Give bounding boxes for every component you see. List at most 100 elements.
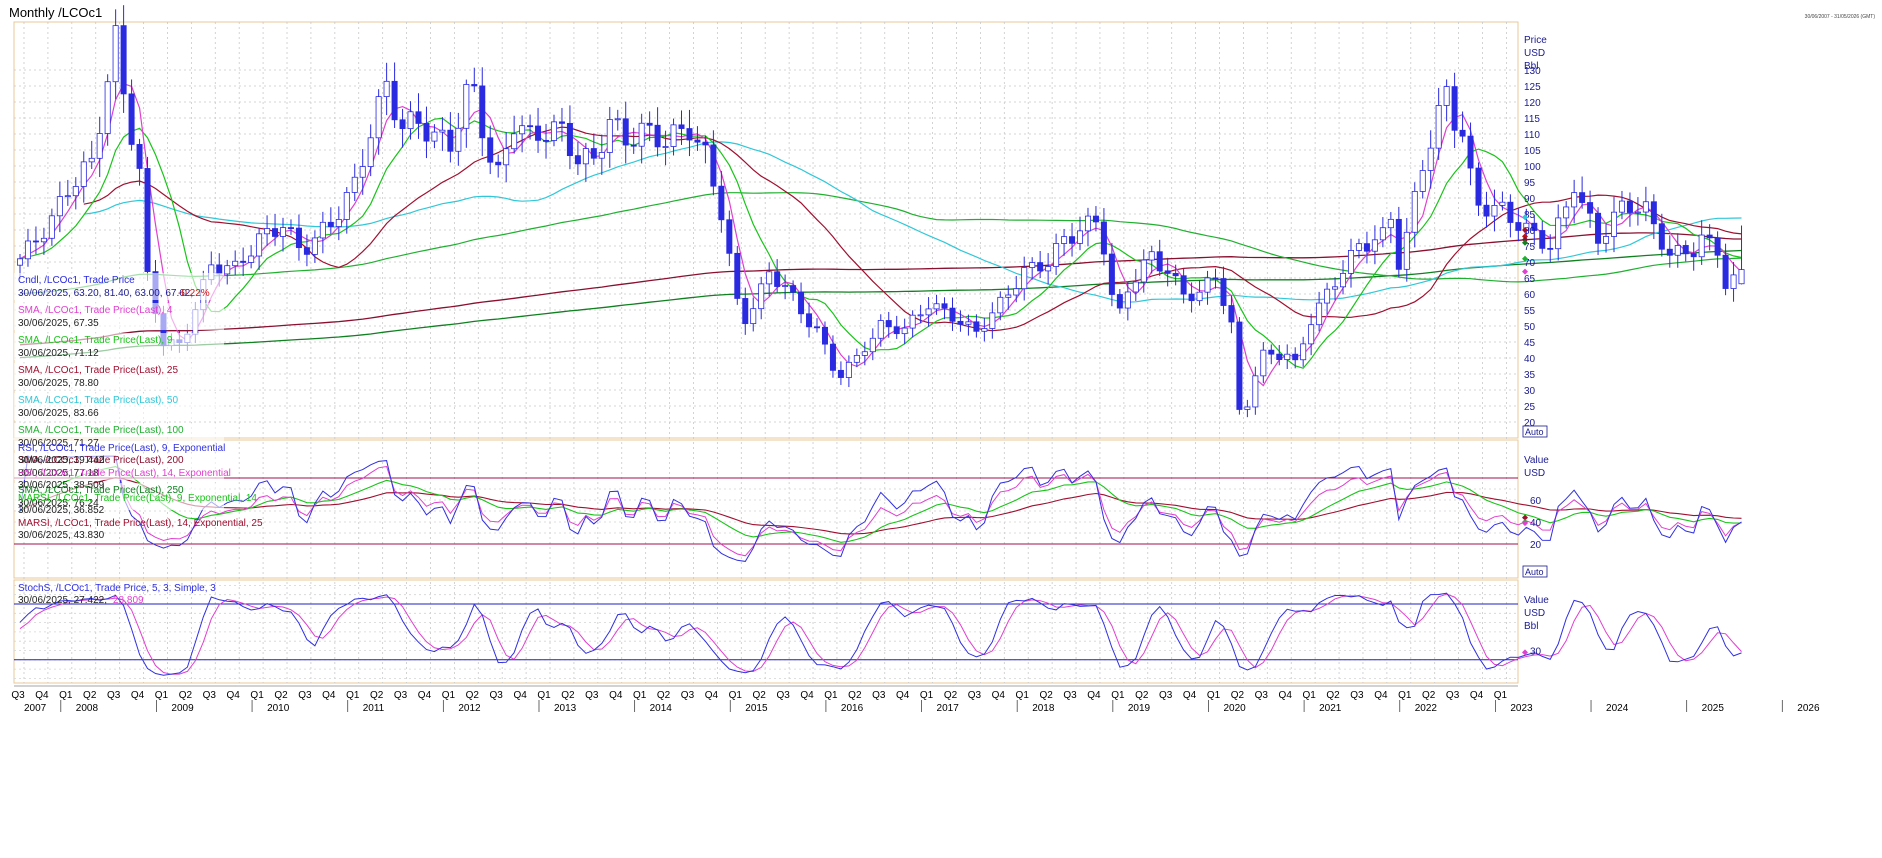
candle [415,111,422,124]
quarter-tick-label: Q3 [203,690,217,701]
quarter-tick-label: Q2 [1326,690,1340,701]
candle [16,258,23,266]
quarter-tick-label: Q4 [227,690,241,701]
price-tick-label: 60 [1524,290,1536,301]
candle [574,155,581,165]
candle [1260,349,1267,377]
candle [1571,192,1578,208]
marsi-9-line [19,466,1742,543]
quarter-tick-label: Q2 [561,690,575,701]
year-tick-label: 2023 [1510,703,1533,714]
quarter-tick-label: Q3 [968,690,982,701]
legend-series-name: SMA, /LCOc1, Trade Price(Last), 4 [18,305,173,316]
candle [821,326,828,345]
quarter-tick-label: Q2 [753,690,767,701]
legend-series-name: MARSI, /LCOc1, Trade Price(Last), 14, Ex… [18,518,263,529]
candle [1682,245,1689,255]
candle [88,157,95,163]
quarter-tick-label: Q2 [1039,690,1053,701]
candle [909,314,916,329]
year-tick-label: 2024 [1606,703,1629,714]
year-tick-label: 2007 [24,703,47,714]
stoch-tick-label: 30 [1530,647,1542,658]
candle [1379,227,1386,241]
candle [1411,191,1418,233]
year-tick-label: 2018 [1032,703,1055,714]
candle [56,196,63,217]
price-tick-label: 30 [1524,386,1536,397]
price-tick-label: 130 [1524,66,1541,77]
legend-backdrop [14,393,224,420]
candle [1124,291,1131,309]
candle [1292,353,1299,361]
candle [1045,266,1052,272]
quarter-tick-label: Q3 [585,690,599,701]
candle [431,131,438,142]
axes: PriceUSDBbl13012512011511010510095908580… [11,35,1820,714]
candle [1491,205,1498,217]
candle [1403,231,1410,270]
rsi-14-line [19,455,1742,557]
legend-series-value: 30/06/2025, 83.66 [18,408,99,419]
candle [925,308,932,316]
year-tick-label: 2022 [1415,703,1438,714]
legend-series-value: 30/06/2025, 38.509 [18,480,105,491]
legend-series-value: 30/06/2025, 63.20, 81.40, 63.00, 67.62, [18,288,193,299]
price-tick-label: 70 [1524,258,1536,269]
candle [774,271,781,287]
stoch-axis-header: Bbl [1524,621,1538,632]
candle [646,122,653,126]
quarter-tick-label: Q1 [537,690,551,701]
candle [1483,204,1490,217]
candle [1658,223,1665,250]
candle [1722,254,1729,289]
quarter-tick-label: Q2 [1135,690,1149,701]
candle [287,227,294,229]
candle [1650,201,1657,225]
candle [1092,215,1099,223]
candle [335,219,342,227]
legend-backdrop [14,423,224,450]
candle [1738,269,1745,285]
candle [917,314,924,317]
candle [734,252,741,299]
candle [1132,281,1139,293]
candle [1674,245,1681,256]
quarter-tick-label: Q2 [1231,690,1245,701]
rsi-9-line [19,455,1742,562]
legend-series-name: SMA, /LCOc1, Trade Price(Last), 250 [18,485,184,496]
candle [877,320,884,339]
candle [686,128,693,141]
price-axis-header: Price [1524,35,1547,46]
quarter-tick-label: Q4 [1374,690,1388,701]
candle [1730,274,1737,289]
rsi-tick-label: 40 [1530,518,1542,529]
quarter-tick-label: Q3 [11,690,25,701]
candle [1013,288,1020,296]
candle [375,96,382,139]
price-tick-label: 55 [1524,306,1536,317]
legend-backdrop [14,303,224,330]
auto-label: Auto [1525,567,1544,577]
price-marker [1522,255,1528,262]
candle [742,298,749,325]
candle [678,124,685,129]
candle [1284,353,1291,360]
price-tick-label: 50 [1524,322,1536,333]
stoch-d-line [19,593,1742,675]
legend-change: -0.22% [178,288,210,299]
year-tick-label: 2011 [363,703,385,714]
candle [423,123,430,142]
price-marker [1522,239,1528,246]
year-tick-label: 2019 [1128,703,1151,714]
candle [1355,243,1362,251]
quarter-tick-label: Q1 [155,690,169,701]
candle [630,144,637,147]
stochastic-panel[interactable] [14,592,1742,676]
candle [1419,170,1426,192]
legend-series-name: SMA, /LCOc1, Trade Price(Last), 25 [18,365,178,376]
candle [1666,248,1673,256]
rsi-panel[interactable] [14,455,1742,562]
candle [1475,167,1482,206]
